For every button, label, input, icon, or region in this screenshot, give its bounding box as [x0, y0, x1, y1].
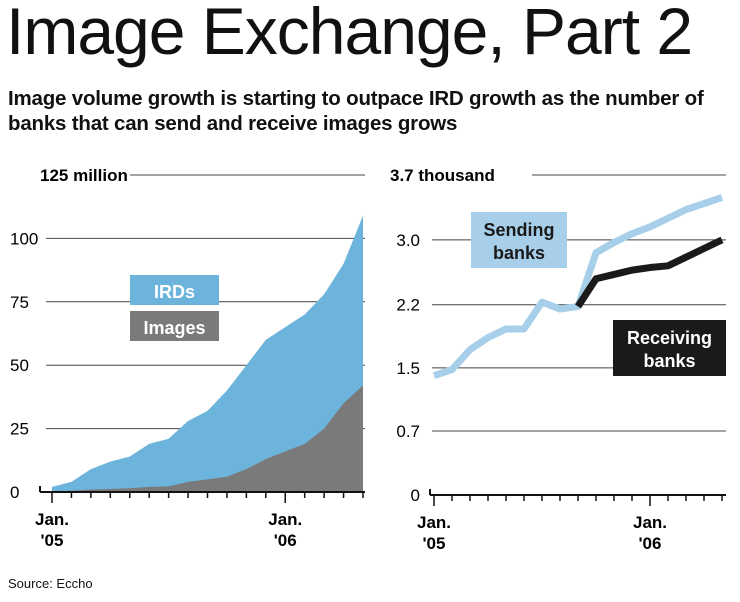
ytick-label: 0.7 — [396, 422, 420, 441]
source-note: Source: Eccho — [8, 576, 93, 591]
ytick-label: 1.5 — [396, 359, 420, 378]
xtick-label: '05 — [423, 534, 446, 553]
ytick-label: 0 — [411, 486, 420, 505]
images-area — [52, 385, 363, 492]
legend-receiving-box — [613, 320, 726, 376]
legend-receiving-label-line1: Receiving — [627, 328, 712, 348]
right-unit-label: 3.7 thousand — [390, 166, 495, 185]
xtick-label: Jan. — [417, 513, 451, 532]
left-xtick-labels: Jan. '05 Jan. '06 — [35, 510, 302, 550]
ytick-label: 0 — [10, 483, 19, 502]
ytick-label: 25 — [10, 420, 29, 439]
ird-area — [52, 215, 363, 493]
right-axis — [429, 489, 726, 506]
left-axis — [39, 486, 365, 503]
ytick-label: 3.0 — [396, 231, 420, 250]
chart-title: Image Exchange, Part 2 — [6, 0, 693, 68]
receiving-banks-line — [575, 236, 724, 309]
xtick-label: Jan. — [35, 510, 69, 529]
legend-images-box — [130, 311, 219, 341]
left-unit-label: 125 million — [40, 166, 128, 185]
xtick-label: Jan. — [633, 513, 667, 532]
legend-ird-label: IRDs — [154, 282, 195, 302]
ytick-label: 100 — [10, 229, 38, 248]
legend-sending-box — [471, 212, 567, 268]
right-ytick-labels: 3.0 2.2 1.5 0.7 0 — [396, 231, 420, 505]
ytick-label: 2.2 — [396, 296, 420, 315]
legend-images-label: Images — [143, 318, 205, 338]
xtick-label: '05 — [41, 531, 64, 550]
left-ytick-labels: 100 75 50 25 0 — [10, 229, 38, 502]
legend-sending-label-line2: banks — [493, 243, 545, 263]
legend-ird-box — [130, 275, 219, 305]
legend-receiving-label-line2: banks — [643, 351, 695, 371]
ytick-label: 75 — [10, 293, 29, 312]
legend-sending-label-line1: Sending — [484, 220, 555, 240]
xtick-label: '06 — [639, 534, 662, 553]
xtick-label: Jan. — [268, 510, 302, 529]
ytick-label: 50 — [10, 356, 29, 375]
right-xtick-labels: Jan. '05 Jan. '06 — [417, 513, 667, 553]
chart-subtitle: Image volume growth is starting to outpa… — [8, 87, 704, 135]
xtick-label: '06 — [274, 531, 297, 550]
